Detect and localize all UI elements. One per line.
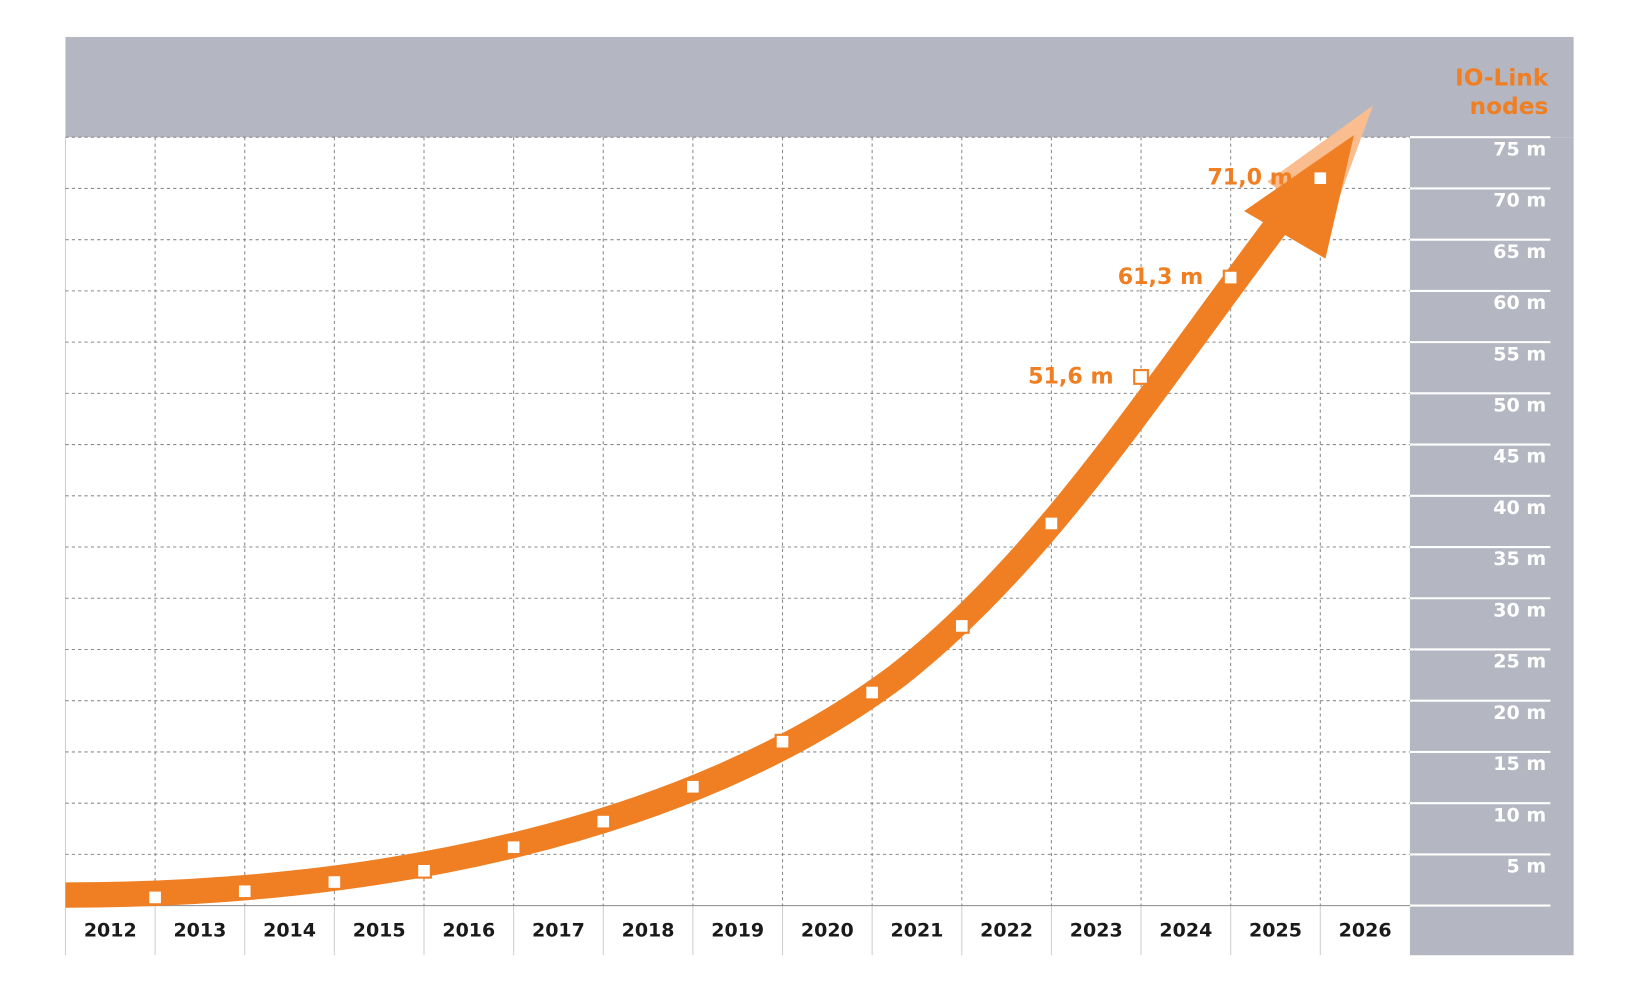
x-tick-label: 2013 <box>173 919 226 941</box>
data-point <box>774 733 791 750</box>
x-tick-label: 2022 <box>980 919 1033 941</box>
data-point <box>147 889 164 906</box>
data-point <box>1043 515 1060 532</box>
y-axis-title: nodes <box>1470 93 1549 120</box>
x-tick-label: 2015 <box>353 919 406 941</box>
y-tick-label: 75 m <box>1493 138 1546 160</box>
marks: 51,6 m 61,3 m 71,0 m <box>147 165 1329 906</box>
data-point <box>1312 170 1329 187</box>
y-tick-label: 45 m <box>1493 446 1546 468</box>
x-tick-label: 2017 <box>532 919 585 941</box>
y-tick-label: 30 m <box>1493 599 1546 621</box>
y-tick-label: 55 m <box>1493 343 1546 365</box>
data-point <box>326 874 343 890</box>
data-point <box>1133 369 1149 385</box>
x-tick-label: 2020 <box>801 919 854 941</box>
top-band <box>65 36 1574 138</box>
y-tick-label: 10 m <box>1493 804 1546 826</box>
x-tick-label: 2014 <box>263 919 316 941</box>
growth-arrow <box>65 105 1373 908</box>
x-tick-label: 2026 <box>1339 919 1392 941</box>
y-tick-label: 15 m <box>1493 753 1546 775</box>
y-tick-label: 70 m <box>1493 190 1546 212</box>
data-point <box>684 778 701 795</box>
arrow-head <box>1244 135 1354 259</box>
y-tick-label: 20 m <box>1493 702 1546 724</box>
y-tick-label: 60 m <box>1493 292 1546 314</box>
y-tick-label: 25 m <box>1493 651 1546 673</box>
data-point <box>595 813 612 830</box>
y-tick-label: 65 m <box>1493 241 1546 263</box>
y-axis-title: IO-Link <box>1455 65 1549 92</box>
y-tick-label: 5 m <box>1507 856 1547 878</box>
grid: 5 m 10 m 15 m 20 m 25 m 30 m 35 m 40 m 45 m 50 m 5… <box>64 136 1551 956</box>
x-tick-label: 2023 <box>1070 919 1123 941</box>
data-label: 71,0 m <box>1207 165 1292 191</box>
x-tick-label: 2012 <box>84 919 137 941</box>
x-tick-label: 2019 <box>711 919 764 941</box>
y-tick-label: 35 m <box>1493 548 1546 570</box>
x-tick-label: 2016 <box>442 919 495 941</box>
x-tick-label: 2021 <box>891 919 944 941</box>
data-point <box>1222 269 1239 286</box>
data-point <box>864 684 881 701</box>
data-label: 51,6 m <box>1028 363 1113 389</box>
x-tick-label: 2025 <box>1249 919 1302 941</box>
x-tick-label: 2018 <box>622 919 675 941</box>
data-label: 61,3 m <box>1118 264 1203 290</box>
y-tick-label: 50 m <box>1493 395 1546 417</box>
arrow-body <box>65 208 1294 908</box>
y-tick-label: 40 m <box>1493 497 1546 519</box>
data-point <box>953 618 970 634</box>
data-point <box>236 883 253 900</box>
x-tick-label: 2024 <box>1159 919 1212 941</box>
data-point <box>416 862 432 879</box>
data-point <box>505 839 522 856</box>
